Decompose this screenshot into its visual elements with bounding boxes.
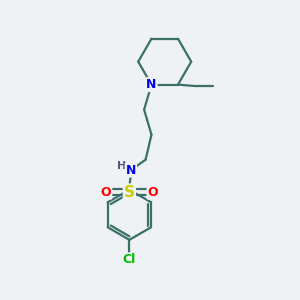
Text: N: N	[146, 78, 157, 91]
Text: O: O	[100, 186, 111, 199]
Text: S: S	[124, 184, 135, 200]
Text: O: O	[148, 186, 158, 199]
Text: H: H	[117, 161, 126, 172]
Text: Cl: Cl	[123, 253, 136, 266]
Text: N: N	[126, 164, 136, 176]
